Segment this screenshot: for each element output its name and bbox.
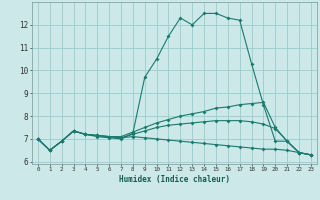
X-axis label: Humidex (Indice chaleur): Humidex (Indice chaleur)	[119, 175, 230, 184]
